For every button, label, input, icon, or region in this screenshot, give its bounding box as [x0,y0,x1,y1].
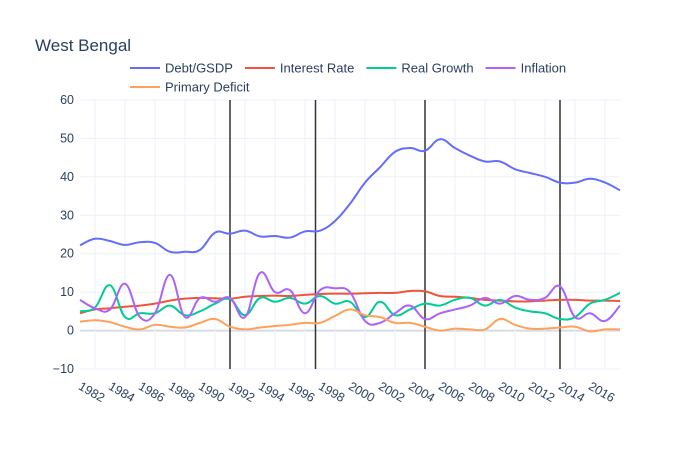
legend-item[interactable]: Debt/GSDP [130,61,233,76]
legend-item[interactable]: Primary Deficit [130,80,250,95]
y-tick-label: 20 [60,247,74,261]
series-line-inflation [79,271,621,326]
series-line-debt-gsdp [79,138,621,254]
legend-item[interactable]: Inflation [485,61,567,76]
series-line-primary-deficit [79,308,621,333]
legend-item[interactable]: Interest Rate [244,61,354,76]
x-tick-label: 1988 [166,379,197,405]
x-tick-label: 2016 [586,379,617,405]
y-tick-label: 10 [60,285,74,299]
y-tick-label: −10 [53,362,74,376]
x-tick-label: 2008 [466,379,497,405]
x-tick-label: 1992 [226,379,257,405]
legend-label: Debt/GSDP [165,61,233,76]
chart-title: West Bengal [35,36,131,55]
series-line-real-growth [79,284,621,321]
x-tick-label: 1994 [256,379,287,405]
y-tick-label: 40 [60,170,74,184]
legend-label: Primary Deficit [165,80,250,95]
x-tick-label: 2000 [346,379,377,405]
y-tick-label: 50 [60,131,74,145]
legend: Debt/GSDP Interest Rate Real Growth Inflati… [130,61,566,95]
y-tick-label: 60 [60,93,74,107]
x-axis-ticks: 1982198419861988199019921994199619982000… [76,379,617,405]
x-tick-label: 1984 [106,379,137,405]
x-tick-label: 1996 [286,379,317,405]
x-tick-label: 2014 [556,379,587,405]
x-tick-label: 2010 [496,379,527,405]
x-tick-label: 1990 [196,379,227,405]
legend-label: Interest Rate [280,61,354,76]
x-tick-label: 2012 [526,379,557,405]
x-tick-label: 1982 [76,379,107,405]
x-tick-label: 1986 [136,379,167,405]
x-tick-label: 2004 [406,379,437,405]
y-axis-ticks: −10 0 10 20 30 40 50 60 [53,93,74,376]
y-tick-label: 30 [60,208,74,222]
legend-item[interactable]: Real Growth [366,61,474,76]
series-lines [79,138,621,333]
legend-label: Real Growth [401,61,473,76]
x-tick-label: 1998 [316,379,347,405]
y-tick-label: 0 [67,324,74,338]
x-tick-label: 2002 [376,379,407,405]
x-tick-label: 2006 [436,379,467,405]
legend-label: Inflation [521,61,567,76]
